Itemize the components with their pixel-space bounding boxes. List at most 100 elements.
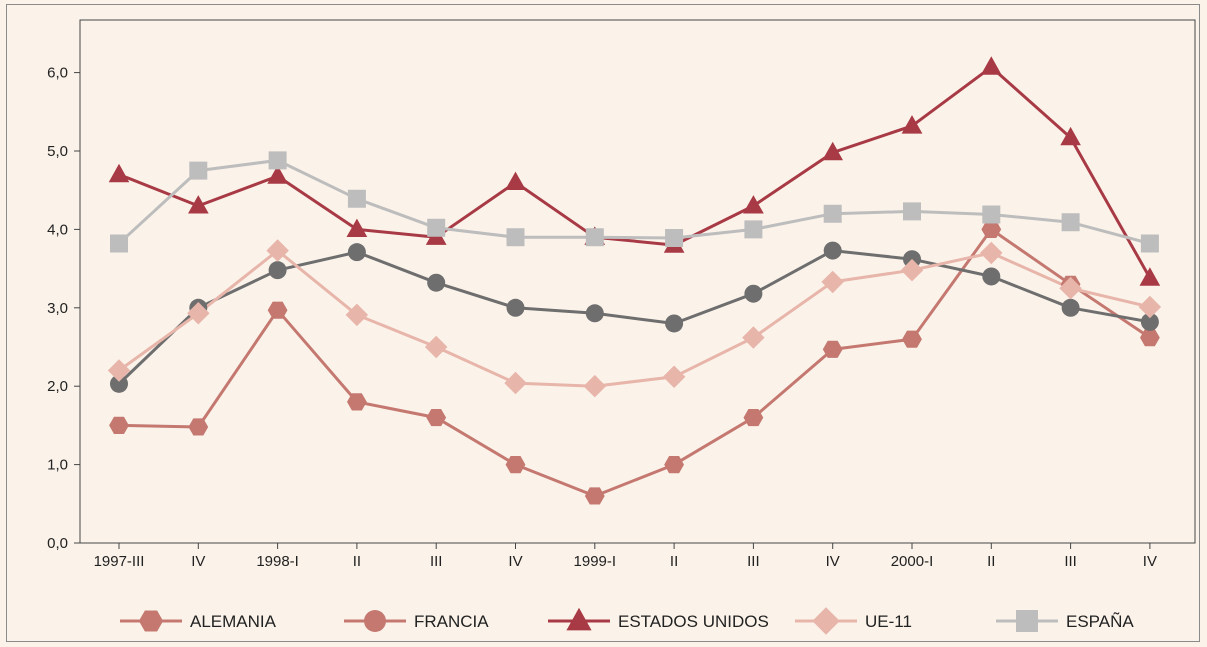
legend-marker-alemania bbox=[138, 610, 164, 632]
data-point-espa-a bbox=[1061, 213, 1080, 232]
data-point-estados-unidos bbox=[188, 195, 209, 214]
data-point-francia bbox=[1061, 298, 1080, 317]
data-point-francia bbox=[982, 267, 1001, 286]
legend-marker-espa-a bbox=[1016, 610, 1038, 632]
data-point-espa-a bbox=[347, 189, 366, 208]
x-tick-label: IV bbox=[826, 553, 840, 570]
data-point-espa-a bbox=[982, 205, 1001, 224]
data-point-francia bbox=[347, 243, 366, 262]
data-point-ue-11 bbox=[107, 359, 131, 382]
data-point-ue-11 bbox=[504, 371, 527, 395]
y-tick-label: 6,0 bbox=[47, 65, 68, 82]
series-line-espa-a bbox=[117, 158, 1151, 245]
data-point-ue-11 bbox=[1059, 276, 1082, 300]
data-point-estados-unidos bbox=[505, 171, 526, 190]
data-point-espa-a bbox=[903, 202, 921, 221]
data-point-ue-11 bbox=[187, 302, 210, 325]
data-point-estados-unidos bbox=[743, 195, 764, 214]
data-point-estados-unidos bbox=[267, 165, 288, 184]
data-point-francia bbox=[823, 241, 842, 260]
data-point-espa-a bbox=[268, 151, 287, 170]
data-point-estados-unidos bbox=[901, 115, 923, 134]
data-point-espa-a bbox=[427, 218, 446, 237]
data-point-ue-11 bbox=[1138, 295, 1162, 319]
data-point-alemania bbox=[822, 340, 843, 358]
series-line-estados-unidos bbox=[118, 65, 1152, 279]
y-tick-label: 1,0 bbox=[47, 457, 68, 474]
data-point-francia bbox=[427, 273, 446, 292]
data-point-estados-unidos bbox=[346, 218, 368, 237]
data-point-estados-unidos bbox=[108, 163, 130, 183]
legend-label-espa-a: ESPAÑA bbox=[1066, 612, 1134, 631]
x-tick-label: III bbox=[1064, 553, 1077, 570]
data-point-ue-11 bbox=[821, 270, 844, 294]
data-point-francia bbox=[268, 261, 287, 280]
legend-label-ue-11: UE-11 bbox=[865, 612, 912, 631]
legend-marker-francia bbox=[364, 610, 386, 632]
x-tick-label: 1999-I bbox=[574, 553, 617, 570]
x-tick-label: II bbox=[670, 553, 678, 570]
data-point-estados-unidos bbox=[1060, 126, 1081, 146]
data-point-alemania bbox=[743, 409, 764, 427]
y-tick-label: 5,0 bbox=[47, 143, 68, 160]
data-point-ue-11 bbox=[662, 365, 686, 388]
data-point-francia bbox=[744, 284, 763, 303]
data-point-estados-unidos bbox=[980, 56, 1002, 75]
data-point-ue-11 bbox=[266, 239, 289, 262]
series-line-alemania bbox=[118, 227, 1151, 498]
data-point-estados-unidos bbox=[1139, 267, 1161, 286]
data-point-estados-unidos bbox=[822, 141, 843, 161]
legend-marker-estados-unidos bbox=[566, 607, 592, 631]
data-point-espa-a bbox=[110, 234, 128, 253]
data-point-alemania bbox=[347, 393, 367, 411]
data-point-francia bbox=[665, 314, 684, 333]
y-tick-label: 3,0 bbox=[47, 300, 68, 317]
x-tick-label: 1998-I bbox=[256, 553, 299, 570]
data-point-espa-a bbox=[189, 161, 208, 180]
x-tick-label: 1997-III bbox=[94, 553, 145, 570]
x-tick-label: IV bbox=[191, 553, 205, 570]
data-point-alemania bbox=[505, 456, 526, 474]
data-point-espa-a bbox=[665, 229, 684, 247]
data-point-alemania bbox=[1140, 329, 1160, 347]
x-tick-label: III bbox=[430, 553, 443, 570]
data-point-francia bbox=[585, 304, 604, 323]
data-point-ue-11 bbox=[742, 326, 765, 349]
data-point-alemania bbox=[188, 418, 209, 436]
data-point-ue-11 bbox=[900, 258, 924, 282]
y-tick-label: 2,0 bbox=[47, 378, 68, 395]
data-point-alemania bbox=[584, 487, 605, 505]
data-point-espa-a bbox=[585, 228, 604, 247]
data-point-francia bbox=[1140, 312, 1159, 331]
legend-label-estados-unidos: ESTADOS UNIDOS bbox=[618, 612, 769, 631]
legend-label-alemania: ALEMANIA bbox=[190, 612, 277, 631]
data-point-alemania bbox=[426, 409, 447, 427]
y-tick-label: 0,0 bbox=[47, 535, 68, 552]
data-point-francia bbox=[506, 298, 525, 317]
y-tick-label: 4,0 bbox=[47, 221, 68, 238]
data-point-alemania bbox=[981, 220, 1002, 238]
x-tick-label: II bbox=[353, 553, 361, 570]
data-point-francia bbox=[110, 374, 128, 393]
data-point-espa-a bbox=[506, 228, 525, 247]
plot-area bbox=[79, 19, 1196, 544]
legend-marker-ue-11 bbox=[812, 607, 840, 635]
data-point-espa-a bbox=[744, 220, 763, 239]
series-line-ue-11 bbox=[118, 249, 1151, 388]
data-point-espa-a bbox=[1140, 234, 1159, 253]
data-point-alemania bbox=[664, 456, 684, 474]
data-point-ue-11 bbox=[583, 374, 606, 398]
data-point-espa-a bbox=[823, 204, 842, 223]
x-tick-label: III bbox=[747, 553, 760, 570]
legend-label-francia: FRANCIA bbox=[414, 612, 489, 631]
series-line-francia bbox=[117, 249, 1151, 385]
data-point-alemania bbox=[267, 301, 288, 319]
x-tick-label: IV bbox=[1143, 553, 1157, 570]
data-point-ue-11 bbox=[345, 303, 369, 327]
data-point-alemania bbox=[902, 330, 922, 348]
x-tick-label: IV bbox=[508, 553, 522, 570]
x-tick-label: II bbox=[987, 553, 995, 570]
data-point-ue-11 bbox=[980, 241, 1003, 265]
data-point-alemania bbox=[109, 416, 129, 434]
